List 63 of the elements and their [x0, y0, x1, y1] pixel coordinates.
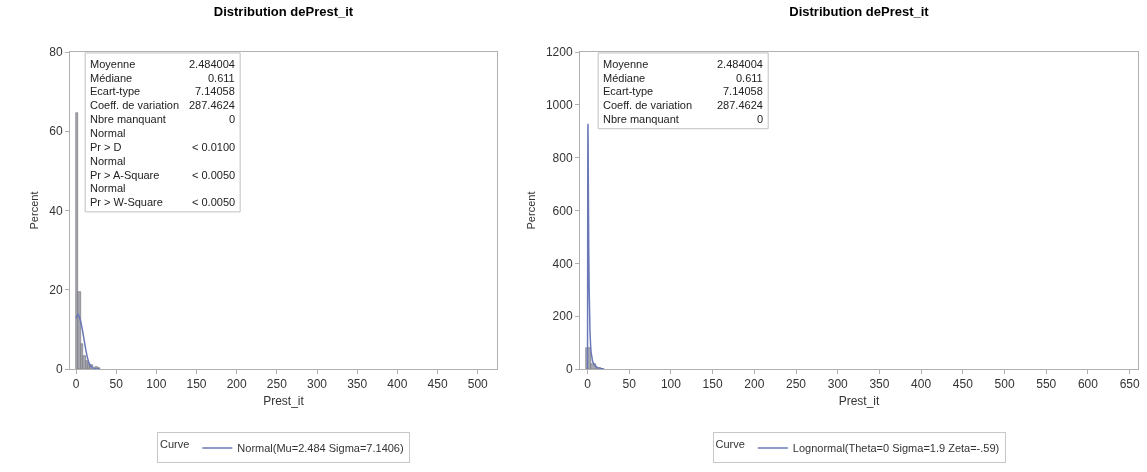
text: Moyenne 2.484004	[603, 58, 763, 70]
legend-title: Curve	[160, 437, 190, 450]
x-tick-label: 150	[702, 377, 723, 392]
y-tick-label: 60	[49, 124, 63, 139]
x-axis-title: Prest_it	[838, 394, 880, 409]
chart-title: Distribution dePrest_it	[789, 4, 930, 20]
annotation: Coeff. de variation 287.4624	[90, 99, 235, 111]
x-tick-label: 200	[226, 377, 248, 392]
y-tick-label: 800	[552, 150, 573, 165]
y-tick-label: 1000	[545, 98, 573, 113]
x-tick-label: 100	[146, 377, 167, 392]
y-tick-label: 400	[552, 256, 573, 271]
y-tick-label: 0	[565, 362, 573, 377]
text: Pr > A-Square < 0.0050	[90, 169, 236, 181]
y-axis-title: Percent	[27, 191, 40, 230]
text: Ecart-type 7.14058	[90, 85, 235, 97]
x-tick-label: 350	[869, 377, 890, 392]
x-tick-label: 300	[827, 377, 849, 392]
text: Médiane 0.611	[603, 72, 763, 84]
y-tick-label: 200	[552, 309, 573, 324]
annotation: Normal	[90, 182, 126, 194]
x-tick-label: 400	[387, 377, 408, 392]
text: Médiane 0.611	[90, 72, 235, 84]
legend-label: Lognormal(Theta=0 Sigma=1.9 Zeta=-.59)	[792, 442, 1000, 455]
x-tick-label: 650	[1119, 377, 1140, 392]
x-tick-label: 350	[347, 377, 368, 392]
x-tick-label: 600	[1077, 377, 1099, 392]
x-tick-label: 500	[994, 377, 1015, 392]
x-tick-label: 200	[744, 377, 765, 392]
y-tick-label: 0	[55, 362, 63, 377]
x-tick-label: 0	[584, 377, 592, 392]
annotation: Normal	[90, 127, 126, 139]
x-tick-label: 250	[786, 377, 807, 392]
annotation: Normal	[90, 155, 126, 167]
y-tick-label: 40	[49, 203, 63, 218]
text: Nbre manquant 0	[603, 113, 764, 125]
text: Coeff. de variation 287.4624	[603, 99, 763, 111]
x-tick-label: 250	[266, 377, 288, 392]
x-tick-label: 450	[952, 377, 974, 392]
text: Pr > D < 0.0100	[90, 141, 236, 153]
text: Nbre manquant 0	[90, 113, 236, 125]
x-tick-label: 50	[622, 377, 637, 392]
x-tick-label: 100	[660, 377, 682, 392]
x-tick-label: 400	[911, 377, 932, 392]
legend-label: Normal(Mu=2.484 Sigma=7.1406)	[237, 442, 404, 455]
y-tick-label: 20	[49, 282, 63, 297]
x-tick-label: 50	[109, 377, 124, 392]
y-tick-label: 80	[49, 45, 63, 60]
x-tick-label: 550	[1036, 377, 1057, 392]
text: Moyenne 2.484004	[90, 58, 235, 70]
text: Pr > W-Square < 0.0050	[90, 196, 236, 208]
x-tick-label: 300	[307, 377, 328, 392]
y-axis-title: Percent	[524, 191, 537, 230]
chart-title: Distribution dePrest_it	[213, 4, 354, 20]
y-tick-label: 1200	[545, 45, 573, 60]
x-tick-label: 500	[467, 377, 489, 392]
legend-title: Curve	[715, 437, 745, 450]
y-tick-label: 600	[552, 203, 573, 218]
x-tick-label: 0	[72, 377, 80, 392]
x-axis-title: Prest_it	[263, 394, 305, 409]
x-tick-label: 150	[186, 377, 207, 392]
x-tick-label: 450	[427, 377, 448, 392]
text: Ecart-type 7.14058	[603, 85, 763, 97]
